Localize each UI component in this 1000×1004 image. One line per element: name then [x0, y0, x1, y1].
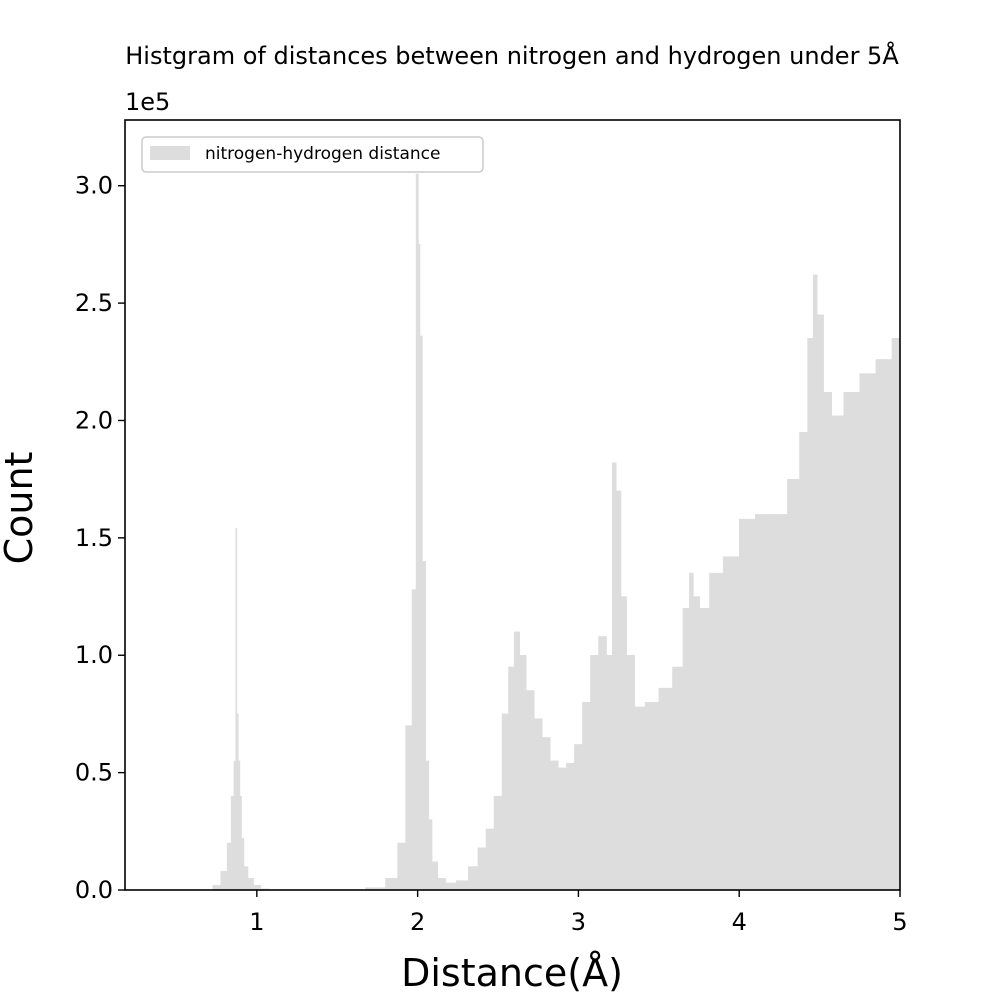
histogram-bar — [566, 762, 575, 891]
histogram-bar — [823, 392, 832, 891]
x-axis-label: Distance(Å) — [401, 951, 623, 995]
histogram-bar — [693, 596, 701, 891]
histogram-bar — [807, 338, 814, 891]
histogram-bar — [755, 514, 772, 891]
legend-box — [141, 136, 484, 173]
histogram-bar — [519, 654, 527, 891]
histogram-bar — [437, 878, 447, 891]
histogram-bar — [816, 314, 824, 891]
histogram-bar — [428, 819, 433, 891]
histogram-bar — [415, 173, 419, 891]
x-tick-label: 5 — [892, 908, 907, 936]
histogram-bar — [843, 392, 861, 891]
plot-frame — [124, 119, 901, 891]
histogram-bar — [658, 687, 673, 891]
histogram-bar — [699, 608, 710, 891]
histogram-bar — [634, 706, 646, 891]
histogram-bar — [411, 589, 417, 891]
histogram-bar — [477, 847, 487, 891]
histogram-bar — [419, 335, 423, 891]
histogram-bar — [431, 861, 438, 891]
histogram-bar — [689, 572, 694, 891]
histogram-bar — [574, 744, 583, 891]
histogram-bar — [226, 842, 232, 891]
histogram-bar — [620, 596, 627, 891]
histogram-bar — [220, 870, 228, 891]
histogram-bar — [445, 882, 457, 891]
histogram-bar — [525, 690, 535, 891]
y-axis-ticks: 0.0 0.5 1.0 1.5 2.0 2.5 3.0 — [75, 172, 125, 904]
x-tick-label: 3 — [571, 908, 586, 936]
histogram-bar — [230, 795, 235, 891]
x-tick-label: 2 — [410, 908, 425, 936]
x-tick-label: 1 — [249, 908, 264, 936]
y-tick-label: 0.5 — [75, 759, 113, 787]
histogram-bar — [598, 636, 607, 891]
y-tick-label: 1.5 — [75, 524, 113, 552]
histogram-bar — [422, 561, 426, 891]
histogram-bar — [542, 737, 551, 891]
histogram-bar — [455, 880, 469, 891]
y-axis-offset-label: 1e5 — [125, 88, 170, 116]
histogram-bar — [582, 701, 591, 891]
histogram-bar — [812, 274, 818, 891]
y-tick-label: 0.0 — [75, 876, 113, 904]
histogram-bar — [233, 760, 236, 891]
y-tick-label: 2.5 — [75, 289, 113, 317]
histogram-bar — [831, 415, 844, 891]
histogram-bar — [397, 842, 406, 891]
x-axis-ticks: 1 2 3 4 5 — [249, 890, 908, 936]
histogram-bar — [558, 767, 567, 891]
histogram-bar — [626, 654, 635, 891]
histogram-bar — [425, 760, 430, 891]
histogram-bar — [533, 718, 543, 891]
y-tick-label: 3.0 — [75, 172, 113, 200]
histogram-bar — [859, 373, 877, 891]
histogram-bar — [493, 795, 503, 891]
histogram-bar — [513, 631, 520, 891]
histogram-bar — [501, 713, 509, 891]
histogram-bar — [644, 701, 660, 891]
histogram-bar — [771, 514, 788, 891]
histogram-area — [212, 173, 901, 891]
histogram-bar — [385, 878, 398, 891]
histogram-bar — [799, 431, 808, 891]
histogram-bar — [606, 654, 613, 891]
histogram-bar — [247, 878, 254, 891]
histogram-bar — [405, 725, 413, 891]
histogram-bar — [787, 478, 800, 891]
y-tick-label: 1.0 — [75, 641, 113, 669]
histogram-bar — [709, 572, 724, 891]
histogram-bar — [615, 490, 622, 891]
histogram-bar — [672, 666, 684, 891]
histogram-bar — [722, 556, 740, 891]
histogram-bar — [241, 838, 245, 891]
x-tick-label: 4 — [732, 908, 747, 936]
histogram-bar — [611, 462, 617, 891]
histogram-bar — [590, 654, 599, 891]
histogram-bar — [243, 866, 249, 891]
legend: nitrogen-hydrogen distance — [141, 136, 484, 173]
histogram-bar — [891, 338, 901, 891]
histogram-bar — [468, 866, 479, 891]
y-axis-label: Count — [0, 452, 41, 565]
chart-title: Histgram of distances between nitrogen a… — [125, 41, 899, 70]
legend-entry-label: nitrogen-hydrogen distance — [205, 144, 440, 164]
histogram-bar — [682, 608, 690, 891]
histogram-bar — [738, 518, 756, 891]
histogram-bar — [875, 359, 893, 891]
histogram-bar — [550, 760, 559, 891]
y-tick-label: 2.0 — [75, 406, 113, 434]
histogram-bar — [485, 828, 495, 891]
legend-swatch — [150, 146, 190, 160]
histogram-bar — [508, 666, 515, 891]
